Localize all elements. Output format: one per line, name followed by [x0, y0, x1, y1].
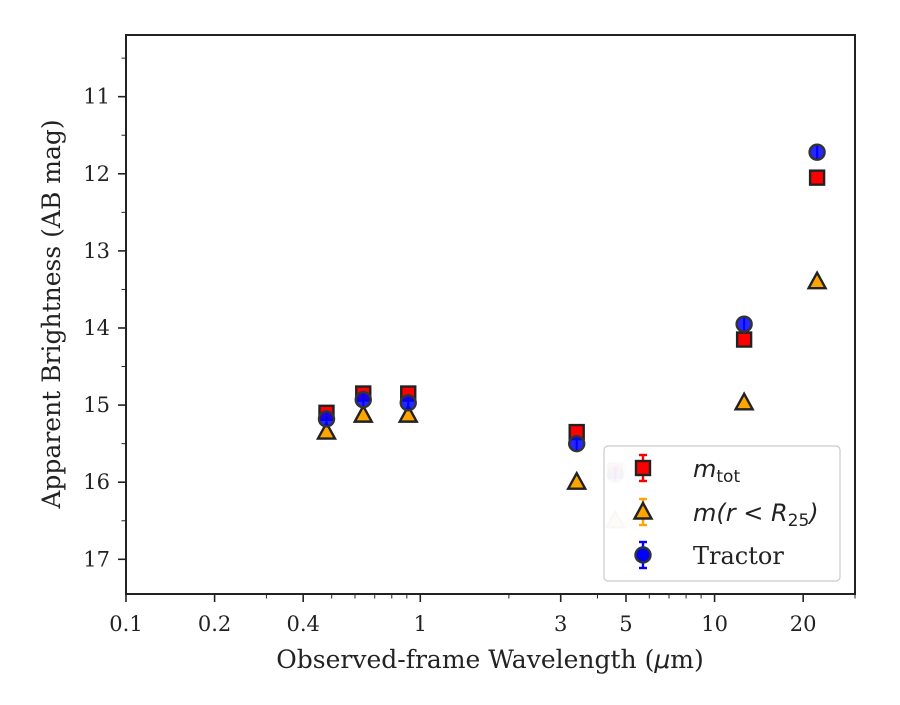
- data-point: [399, 394, 417, 412]
- data-points: [315, 143, 828, 529]
- legend-label: m(r < R25): [693, 499, 819, 531]
- data-point: [735, 315, 753, 333]
- legend-label-part: m: [693, 455, 716, 483]
- data-point: [315, 420, 338, 440]
- data-point: [568, 434, 586, 453]
- data-point: [354, 390, 372, 409]
- x-tick-label: 20: [790, 612, 817, 636]
- x-tick-label: 0.2: [198, 612, 231, 636]
- plot-frame: [125, 34, 856, 595]
- data-point: [735, 331, 753, 348]
- x-axis-label-part: Observed-frame Wavelength (: [276, 645, 654, 674]
- legend-label-part: m(r < R: [693, 499, 788, 527]
- data-point: [566, 470, 588, 490]
- y-tick-label: 16: [83, 470, 110, 494]
- data-point: [806, 270, 828, 290]
- data-point: [808, 169, 826, 186]
- y-tick-label: 15: [83, 393, 110, 417]
- data-point: [352, 403, 374, 423]
- legend-label: Tractor: [693, 542, 784, 570]
- y-axis-label: Apparent Brightness (AB mag): [37, 119, 66, 509]
- legend-marker: [634, 459, 652, 477]
- x-tick-label: 5: [619, 612, 632, 636]
- legend-label-part: 25: [788, 511, 810, 531]
- legend-label-part: ): [807, 499, 818, 527]
- data-point: [733, 391, 755, 411]
- data-point: [317, 410, 336, 428]
- series-triangle: [315, 270, 828, 529]
- legend: mtot m(r < R25) Tractor: [603, 445, 841, 582]
- x-tick-label: 1: [414, 612, 427, 636]
- x-axis-label-part: m): [670, 645, 703, 674]
- legend-label-part: tot: [716, 467, 740, 487]
- y-tick-label: 13: [83, 239, 110, 263]
- legend-marker: [632, 500, 654, 520]
- legend-marker: [634, 546, 652, 564]
- y-tick-label: 14: [83, 316, 110, 340]
- y-tick-label: 12: [83, 162, 110, 186]
- y-tick-label: 11: [83, 85, 110, 109]
- x-tick-label: 0.1: [109, 612, 142, 636]
- legend-box: [603, 445, 841, 582]
- x-axis-label-part: μ: [653, 645, 670, 674]
- data-point: [808, 143, 826, 161]
- x-tick-label: 10: [701, 612, 728, 636]
- legend-label: mtot: [693, 455, 740, 487]
- data-point: [397, 403, 419, 423]
- x-tick-label: 0.4: [286, 612, 319, 636]
- y-tick-label: 17: [83, 547, 110, 571]
- x-tick-label: 3: [554, 612, 567, 636]
- x-axis-label: Observed-frame Wavelength (μm): [276, 645, 703, 674]
